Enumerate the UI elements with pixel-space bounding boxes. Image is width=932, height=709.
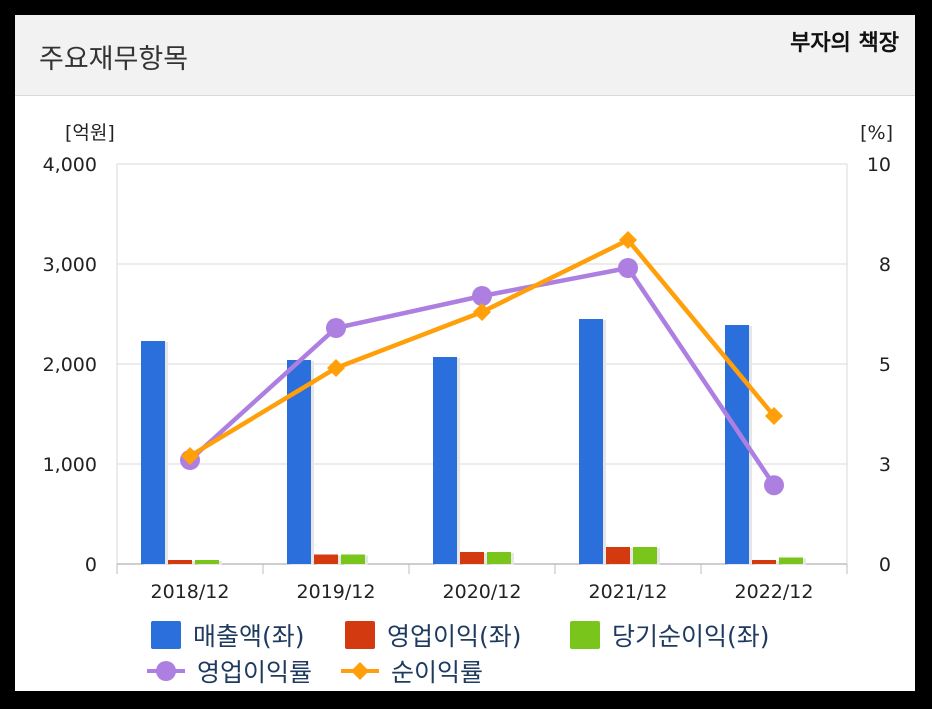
point-net_margin — [619, 231, 637, 249]
x-category-label: 2020/12 — [443, 581, 522, 603]
x-category-label: 2019/12 — [297, 581, 376, 603]
bar-revenue — [579, 319, 603, 564]
left-axis-unit: [억원] — [65, 122, 115, 144]
left-tick-label: 1,000 — [43, 454, 97, 476]
legend-label-net_income: 당기순이익(좌) — [612, 622, 770, 651]
card-header: 주요재무항목 부자의 책장 — [15, 15, 915, 96]
point-op_margin — [764, 475, 784, 496]
bar-net_income — [487, 552, 511, 564]
legend-swatch-revenue — [151, 621, 181, 649]
bar-net_income — [633, 547, 657, 564]
card-title: 주요재무항목 — [39, 44, 189, 75]
bar-revenue — [433, 357, 457, 564]
financial-chart-card: 주요재무항목 부자의 책장 [억원] [%] 0 1,000 2,000 3,000 4,0… — [15, 15, 915, 691]
legend-swatch-net_income — [570, 621, 600, 649]
bar-op_income — [606, 547, 630, 564]
point-op_margin — [472, 286, 492, 306]
point-op_margin — [326, 318, 346, 338]
legend-label-revenue: 매출액(좌) — [193, 622, 305, 651]
bar-op_income — [314, 554, 338, 564]
bar-net_income — [195, 560, 219, 564]
financial-chart: [억원] [%] 0 1,000 2,000 3,000 4,000 0 3 5 8 10 2018/1… — [43, 122, 893, 687]
right-axis-unit: [%] — [860, 122, 893, 144]
left-tick-label: 4,000 — [43, 154, 97, 176]
right-tick-label: 10 — [867, 154, 891, 176]
x-category-label: 2018/12 — [151, 581, 230, 603]
bar-op_income — [168, 560, 192, 564]
left-tick-label: 2,000 — [43, 354, 97, 376]
brand-watermark: 부자의 책장 — [790, 31, 899, 56]
legend-marker-op_margin — [156, 661, 176, 681]
legend-marker-net_margin — [351, 662, 369, 680]
legend-label-op_income: 영업이익(좌) — [387, 622, 522, 651]
point-net_margin — [181, 447, 199, 465]
right-tick-label: 3 — [879, 454, 891, 476]
right-tick-label: 5 — [879, 354, 891, 376]
line-net_margin — [188, 237, 776, 458]
right-tick-label: 8 — [879, 254, 891, 276]
right-tick-label: 0 — [879, 554, 891, 576]
point-net_margin — [765, 407, 783, 425]
legend-label-op_margin: 영업이익률 — [197, 658, 312, 687]
bar-revenue — [141, 341, 165, 564]
x-category-label: 2021/12 — [589, 581, 668, 603]
legend-swatch-op_income — [345, 621, 375, 649]
left-tick-label: 3,000 — [43, 254, 97, 276]
bar-net_income — [341, 554, 365, 564]
left-tick-label: 0 — [85, 554, 97, 576]
legend-label-net_margin: 순이익률 — [391, 658, 483, 687]
point-net_margin — [473, 303, 491, 321]
bar-net_income — [779, 557, 803, 564]
x-category-label: 2022/12 — [735, 581, 814, 603]
bar-op_income — [752, 560, 776, 564]
point-net_margin — [327, 359, 345, 377]
point-op_margin — [618, 258, 638, 278]
bar-op_income — [460, 552, 484, 564]
